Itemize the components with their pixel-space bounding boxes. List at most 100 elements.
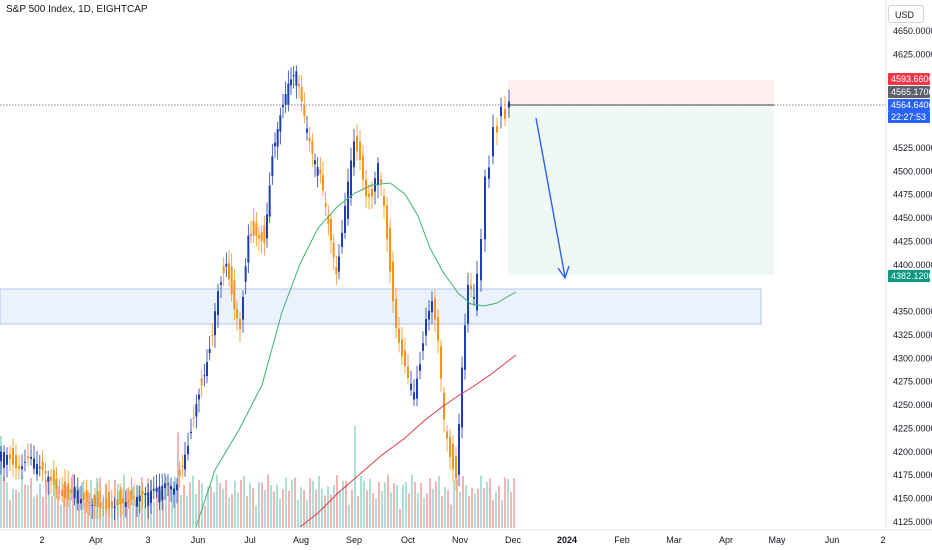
price-tag bbox=[888, 99, 930, 111]
candle-body bbox=[464, 325, 466, 370]
x-tick-label: Apr bbox=[89, 535, 103, 545]
volume-bar bbox=[510, 492, 512, 528]
candle-body bbox=[316, 167, 319, 176]
candle-body bbox=[38, 467, 41, 469]
candle-body bbox=[428, 310, 430, 320]
volume-bar bbox=[381, 491, 383, 528]
candle-body bbox=[504, 108, 506, 119]
volume-bar bbox=[231, 494, 233, 528]
volume-bar bbox=[48, 476, 50, 528]
volume-bar bbox=[438, 475, 440, 528]
volume-bar bbox=[423, 497, 425, 528]
volume-bar bbox=[54, 479, 56, 528]
volume-bar bbox=[366, 490, 368, 528]
candle-body bbox=[410, 383, 412, 390]
candle-body bbox=[80, 498, 82, 504]
volume-bar bbox=[30, 477, 32, 528]
y-tick-label: 4150.0000 bbox=[893, 494, 932, 504]
y-axis[interactable]: 4650.0000 4625.0000 4525.0000 4500.0000 4475… bbox=[893, 26, 932, 527]
candle-body bbox=[200, 378, 203, 386]
price-tag-label: 4565.1700 bbox=[891, 87, 932, 97]
candle-body bbox=[386, 205, 388, 240]
x-tick-label: Nov bbox=[452, 535, 469, 545]
x-axis[interactable]: 2 Apr 3 Jun Jul Aug Sep Oct Nov Dec 2024 Feb Mar Apr M… bbox=[39, 535, 885, 545]
volume-bar bbox=[345, 480, 347, 528]
x-tick-label: Jul bbox=[244, 535, 256, 545]
volume-bar bbox=[300, 487, 302, 528]
volume-bar bbox=[369, 478, 371, 528]
candle-body bbox=[198, 394, 200, 400]
candle-body bbox=[306, 128, 308, 133]
candle-body bbox=[303, 105, 306, 117]
volume-bar bbox=[69, 488, 71, 528]
currency-selector[interactable]: USD bbox=[888, 5, 924, 23]
volume-bar bbox=[81, 481, 83, 528]
x-tick-label: Jun bbox=[825, 535, 840, 545]
candle-body bbox=[73, 487, 76, 499]
y-tick-label: 4525.0000 bbox=[893, 143, 932, 153]
candle-body bbox=[119, 490, 122, 505]
candle-body bbox=[30, 456, 32, 459]
candle-body bbox=[33, 458, 35, 469]
volume-bar bbox=[15, 490, 17, 528]
candle-body bbox=[276, 128, 279, 147]
candle-body bbox=[67, 483, 70, 500]
candle-body bbox=[434, 298, 436, 320]
candle-body bbox=[176, 484, 178, 491]
candle-body bbox=[190, 431, 192, 434]
volume-bar bbox=[84, 501, 86, 528]
volume-bar bbox=[420, 482, 422, 528]
volume-bar bbox=[279, 498, 281, 528]
volume-bar bbox=[237, 492, 239, 528]
volume-bar bbox=[144, 493, 146, 528]
candle-body bbox=[178, 469, 181, 476]
candle-body bbox=[3, 451, 5, 468]
candle-body bbox=[470, 285, 472, 290]
candle-body bbox=[158, 486, 161, 503]
candle-body bbox=[353, 141, 355, 168]
volume-bar bbox=[465, 485, 467, 528]
volume-bar bbox=[483, 488, 485, 528]
candle-body bbox=[330, 219, 332, 241]
volume-bar bbox=[72, 474, 74, 528]
profit-target-zone bbox=[508, 105, 774, 275]
candle-body bbox=[21, 466, 23, 470]
candle-body bbox=[298, 83, 300, 87]
volume-bar bbox=[270, 485, 272, 528]
candle-body bbox=[94, 495, 96, 507]
volume-bar bbox=[411, 474, 413, 528]
candle-body bbox=[260, 231, 263, 241]
candle-body bbox=[467, 284, 469, 324]
volume-bar bbox=[393, 483, 395, 528]
volume-bar bbox=[312, 480, 314, 528]
candle-body bbox=[47, 476, 50, 482]
volume-bar bbox=[249, 483, 251, 528]
volume-bar bbox=[453, 480, 455, 528]
price-tag bbox=[888, 270, 930, 282]
candle-body bbox=[44, 470, 47, 474]
volume-bar bbox=[21, 475, 23, 528]
candle-body bbox=[392, 261, 394, 302]
x-tick-label: May bbox=[768, 535, 786, 545]
candle-body bbox=[236, 308, 238, 319]
volume-bar bbox=[429, 478, 431, 528]
volume-bar bbox=[354, 425, 356, 528]
volume-bar bbox=[294, 477, 296, 528]
candle-body bbox=[155, 487, 158, 492]
volume-bar bbox=[471, 487, 473, 528]
candle-body bbox=[85, 490, 88, 503]
candle-body bbox=[377, 162, 379, 186]
candle-body bbox=[36, 464, 38, 475]
candle-body bbox=[206, 362, 208, 377]
volume-bar bbox=[318, 475, 320, 528]
volume-bar bbox=[504, 477, 506, 528]
candle-body bbox=[52, 469, 55, 485]
candle-body bbox=[138, 495, 141, 502]
volume-bar bbox=[435, 481, 437, 528]
volume-bar bbox=[342, 480, 344, 528]
candle-body bbox=[161, 485, 164, 501]
candle-body bbox=[222, 265, 225, 274]
volume-bar bbox=[444, 487, 446, 528]
volume-bar bbox=[177, 432, 179, 528]
